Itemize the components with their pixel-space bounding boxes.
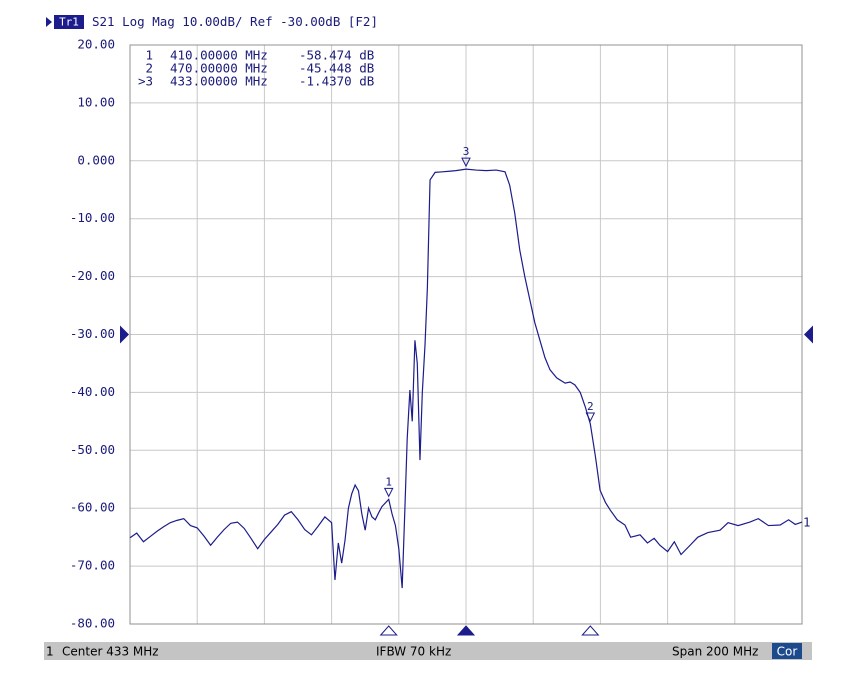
y-tick-label: -30.00 [70,326,115,341]
marker-number: 2 [587,400,594,413]
stimulus-marker [456,625,476,636]
trace-badge: Tr1 [59,16,79,29]
y-tick-label: -40.00 [70,384,115,399]
stimulus-marker [379,625,398,636]
ref-level-arrow-left [120,325,129,344]
y-tick-label: -60.00 [70,500,115,515]
y-tick-label: -50.00 [70,442,115,457]
y-tick-label: -10.00 [70,210,115,225]
marker-frequency: 433.00000 MHz [170,74,268,89]
y-tick-label: 20.00 [77,37,115,52]
marker-row-label: >3 [138,74,153,89]
y-tick-label: -80.00 [70,616,115,631]
ref-level-arrow-right [804,325,813,344]
marker-number: 3 [463,145,470,158]
marker-value: -1.4370 dB [299,74,374,89]
plot-border [129,44,803,625]
trace-end-label: 1 [803,515,811,530]
y-tick-label: -20.00 [70,268,115,283]
marker-value: -45.448 dB [299,61,374,76]
span: Span 200 MHz [672,645,758,659]
marker-value: -58.474 dB [299,48,374,63]
correction-status: Cor [777,645,798,659]
stimulus-marker [581,625,600,636]
y-tick-label: 10.00 [77,94,115,109]
marker-number: 1 [385,475,392,488]
marker-row-label: 2 [145,61,153,76]
marker-frequency: 470.00000 MHz [170,61,268,76]
trace-badge-box [54,15,84,29]
marker-flag [383,487,394,498]
status-bar [44,642,812,660]
marker-frequency: 410.00000 MHz [170,48,268,63]
channel-number: 1 [46,645,54,659]
marker-flag [461,157,471,168]
correction-box [772,643,802,659]
y-tick-label: 0.000 [77,152,115,167]
trace [129,168,803,589]
center-frequency: Center 433 MHz [62,645,159,659]
y-tick-label: -70.00 [70,558,115,573]
marker-flag [585,412,596,423]
if-bandwidth: IFBW 70 kHz [376,645,451,659]
trace-title: S21 Log Mag 10.00dB/ Ref -30.00dB [F2] [92,14,378,29]
marker-row-label: 1 [145,48,153,63]
active-trace-arrow [46,17,52,27]
